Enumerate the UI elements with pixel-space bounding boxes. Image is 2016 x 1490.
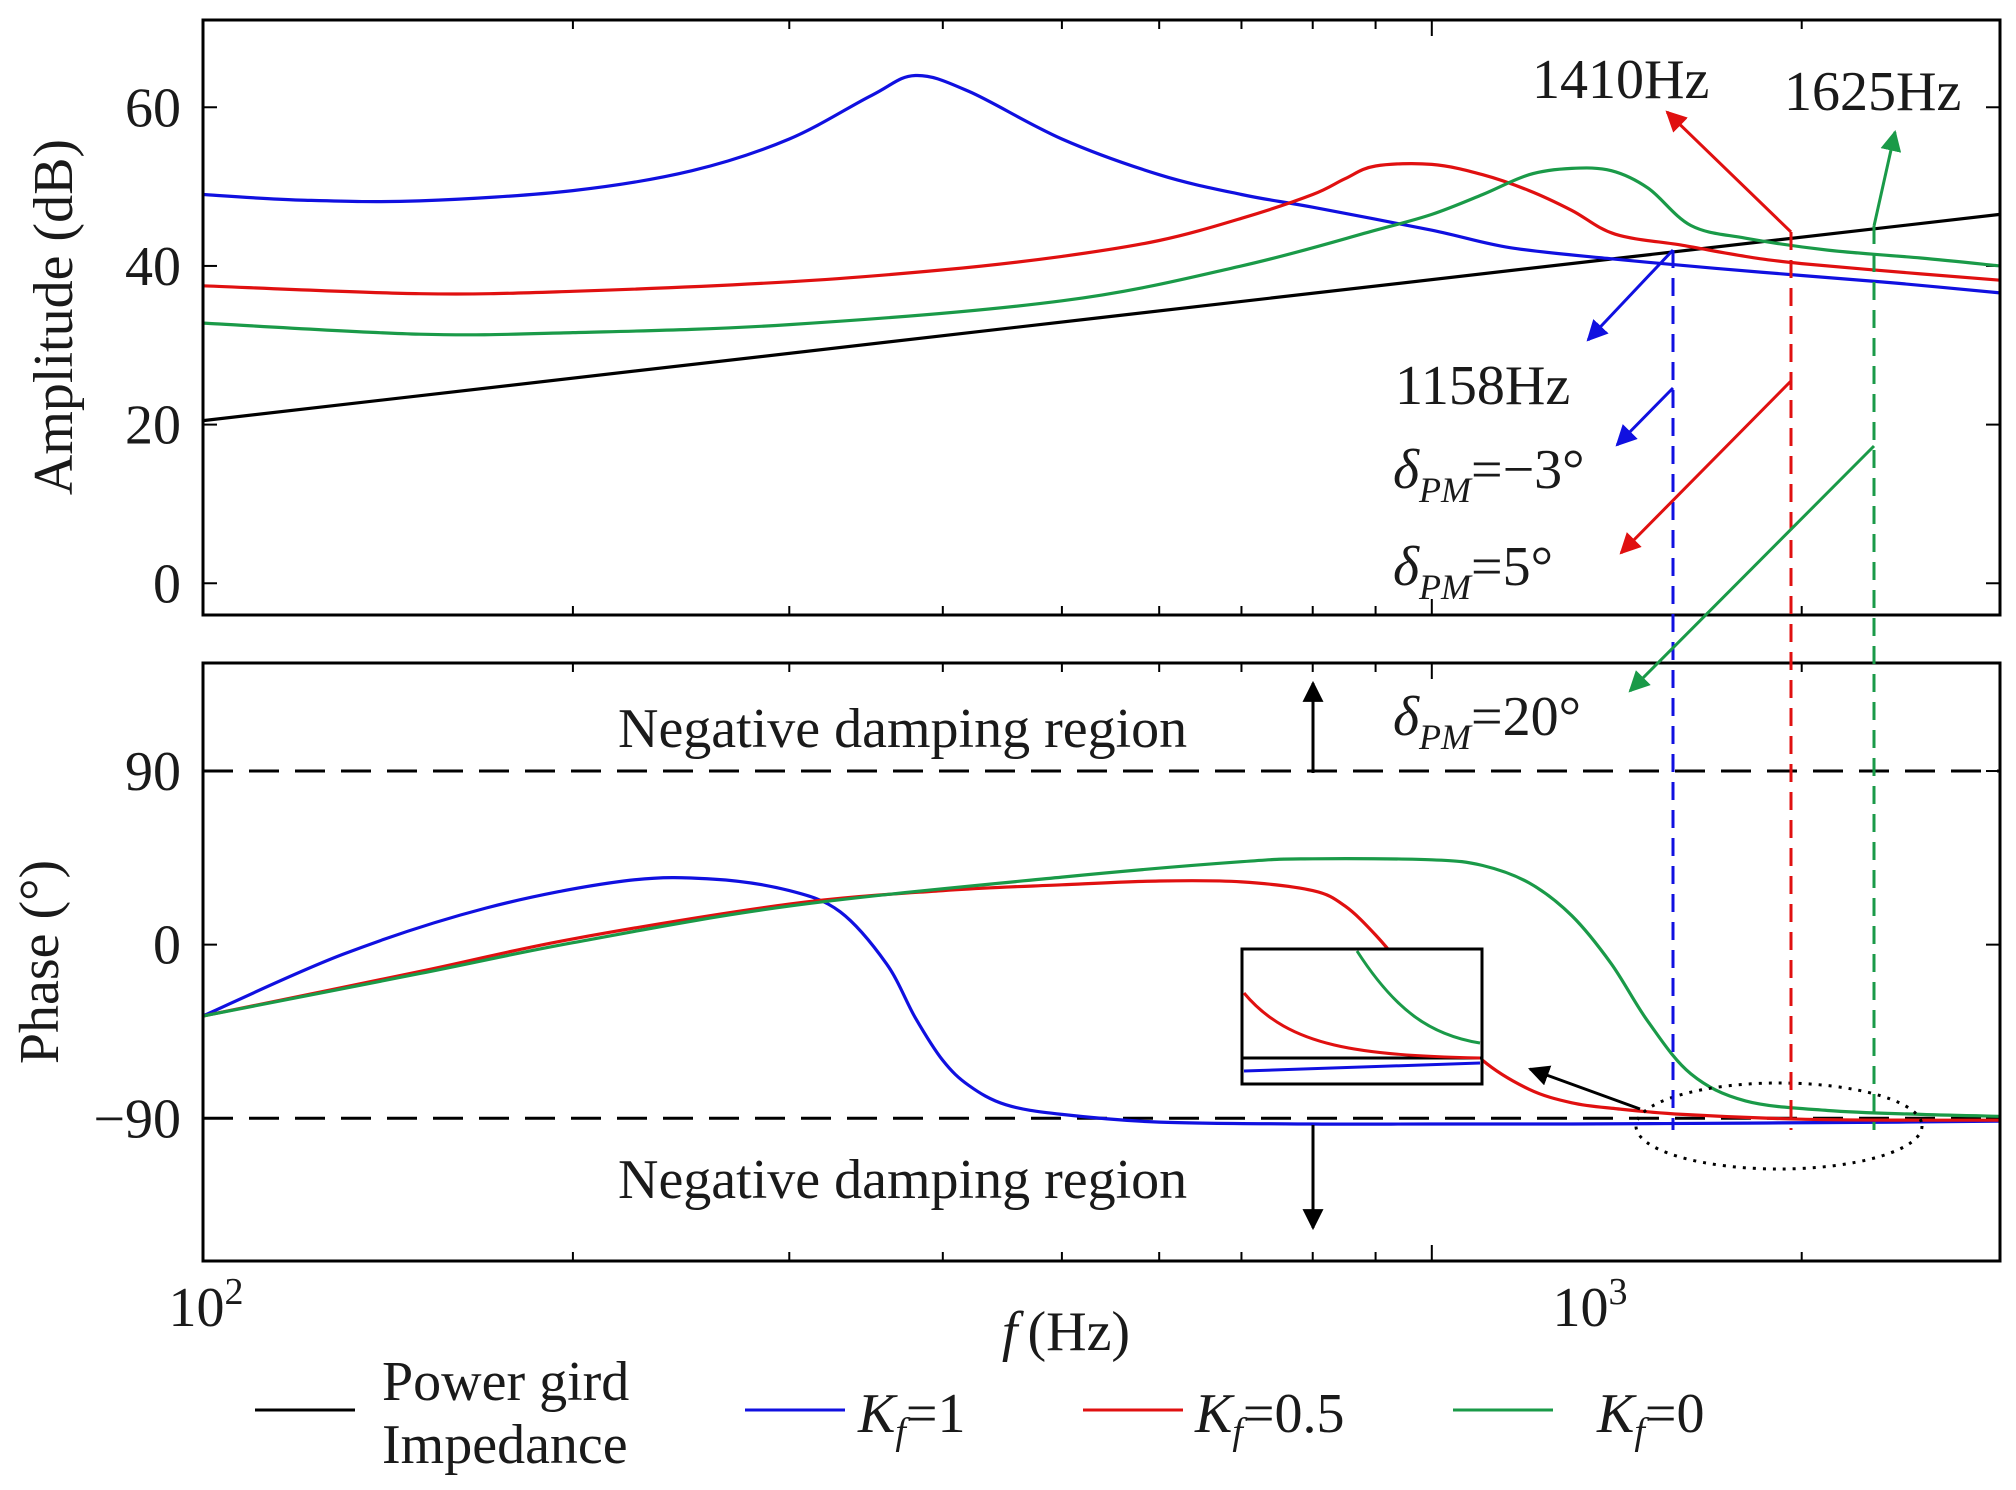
freq-1625-label: 1625Hz [1784, 61, 1961, 123]
amp-series-kf-1 [203, 73, 2000, 295]
x-tick-label-1e2: 102 [169, 1271, 244, 1339]
x-axis-label: f (Hz) [1002, 1301, 1130, 1363]
zoom-arrow [1528, 1065, 1641, 1111]
phase-series [203, 857, 2000, 1126]
ph-series-kf-1 [203, 876, 2000, 1126]
phase-panel: −90 0 90 Phase (°) 102 103 f (Hz) Negative … [9, 661, 2002, 1363]
inset-blue-curve [1243, 1061, 1481, 1073]
ph-y-tick-label-0: 0 [153, 915, 181, 977]
phase-axes-frame [201, 661, 2002, 1263]
freq-1625-arrow [1872, 129, 1902, 227]
amplitude-axes-frame [201, 18, 2002, 617]
freq-1158-arrow [1586, 248, 1675, 342]
amp-y-tick-label-20: 20 [125, 395, 181, 457]
ph-y-tick-label-90: 90 [125, 741, 181, 803]
amp-series-kf-0 [203, 166, 2000, 337]
amplitude-panel: 0 20 40 60 Amplitude (dB) [23, 18, 2002, 617]
pm-5-label: δPM=5° [1393, 536, 1553, 607]
crossing-markers: 1410Hz 1625Hz 1158Hz δPM=−3° δPM=5° δPM=… [1393, 49, 1961, 1130]
ph-y-tick-label--90: −90 [93, 1088, 181, 1150]
zoom-inset [1240, 947, 1484, 1086]
ph-series-kf-0 [203, 857, 2000, 1118]
ph-series-kf-0-5 [203, 879, 2000, 1122]
legend-label-kf0: Kf=0 [1596, 1383, 1705, 1453]
amp-series-power-gird-impedance [203, 212, 2000, 423]
amp-y-tick-label-60: 60 [125, 77, 181, 139]
inset-green-curve [1355, 950, 1481, 1045]
legend-label-kf05: Kf=0.5 [1194, 1383, 1345, 1453]
phase-y-label: Phase (°) [9, 860, 71, 1064]
pm-5-arrow [1619, 379, 1793, 555]
pm-20-arrow [1628, 444, 1876, 693]
freq-1158-label: 1158Hz [1395, 355, 1570, 417]
pm-20-label: δPM=20° [1393, 686, 1581, 757]
legend: Power gird Impedance Kf=1 Kf=0.5 Kf=0 [255, 1351, 1705, 1476]
amp-y-tick-label-0: 0 [153, 553, 181, 615]
legend-label-grid-line1: Power gird [382, 1351, 629, 1413]
amplitude-series [203, 73, 2000, 423]
inset-frame [1240, 947, 1484, 1086]
phase-reference-lines [203, 769, 2000, 1120]
amp-y-tick-label-40: 40 [125, 236, 181, 298]
zoom-region-ellipse [1634, 1081, 1924, 1171]
amp-series-kf-0-5 [203, 162, 2000, 296]
legend-label-kf1: Kf=1 [857, 1383, 966, 1453]
pm-minus3-arrow [1615, 386, 1675, 447]
legend-label-grid-line2: Impedance [382, 1414, 628, 1476]
negative-damping-upper-label: Negative damping region [618, 698, 1187, 760]
negative-damping-lower-label: Negative damping region [618, 1149, 1187, 1211]
pm-minus3-label: δPM=−3° [1393, 439, 1585, 510]
x-tick-label-1e3: 103 [1553, 1271, 1628, 1339]
freq-1410-arrow [1665, 110, 1793, 234]
inset-red-curve [1242, 992, 1481, 1060]
freq-1410-label: 1410Hz [1532, 49, 1709, 111]
amplitude-y-ticks: 0 20 40 60 [125, 77, 2000, 615]
amplitude-y-label: Amplitude (dB) [23, 139, 85, 495]
